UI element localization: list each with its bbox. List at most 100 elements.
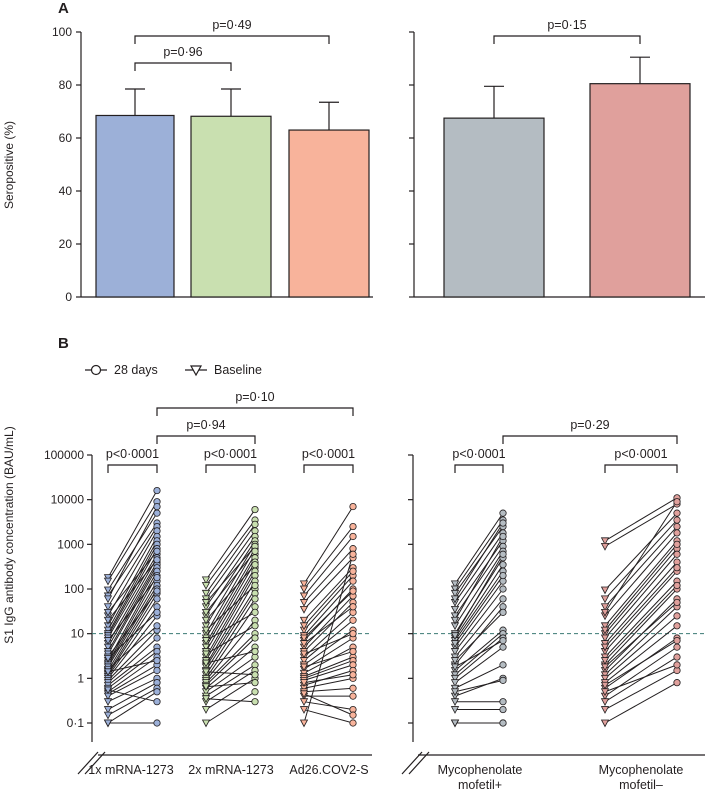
pair-line — [205, 553, 256, 639]
day28-point — [251, 634, 259, 642]
baseline-point — [450, 595, 460, 604]
bar — [190, 115, 272, 298]
panel-b-y-tick-label: 0·1 — [67, 716, 85, 730]
baseline-point — [600, 643, 610, 652]
x-category-label: 1x mRNA-1273 — [88, 763, 173, 777]
bar — [95, 114, 175, 298]
pair-line — [107, 611, 158, 659]
baseline-point — [299, 599, 309, 607]
pair-line — [303, 677, 354, 689]
pair-line — [454, 588, 504, 652]
day28-point — [153, 666, 161, 675]
p-value-label: p=0·10 — [235, 390, 274, 404]
pair-line — [454, 540, 504, 610]
pair-line — [205, 519, 256, 586]
pair-line — [454, 526, 504, 594]
pair-line — [303, 650, 354, 668]
baseline-point — [299, 706, 309, 714]
p-value-label: p<0·0001 — [204, 447, 257, 461]
pair-line — [604, 670, 678, 710]
pair-line — [107, 544, 158, 634]
pair-line — [107, 506, 158, 600]
pair-line — [303, 656, 354, 677]
day28-point — [251, 679, 259, 687]
pair-line — [107, 689, 158, 703]
pair-line — [107, 577, 158, 641]
day28-point — [499, 719, 507, 727]
baseline-point — [299, 592, 309, 601]
pair-line — [107, 567, 158, 655]
day28-point — [251, 671, 259, 679]
p-value-label: p=0·96 — [163, 45, 202, 59]
pair-line — [604, 588, 678, 666]
day28-point — [153, 608, 161, 616]
day28-point — [673, 529, 681, 537]
baseline-point — [299, 679, 309, 688]
day28-point — [349, 587, 357, 595]
day28-point — [499, 519, 507, 527]
baseline-point — [450, 657, 460, 665]
baseline-point — [450, 585, 460, 594]
baseline-point — [201, 616, 211, 625]
legend-label-baseline: Baseline — [214, 363, 262, 377]
x-category-label: mofetil– — [619, 778, 663, 792]
baseline-point — [201, 589, 211, 598]
day28-point — [499, 636, 507, 645]
baseline-point — [201, 683, 211, 692]
pair-line — [604, 656, 678, 703]
pair-line — [604, 646, 678, 697]
panel-a-y-tick-label: 100 — [52, 25, 72, 39]
paired-group — [450, 509, 507, 728]
day28-point — [499, 550, 507, 558]
baseline-point — [450, 640, 460, 648]
day28-point — [349, 719, 357, 727]
paired-group — [201, 505, 259, 728]
day28-point — [349, 522, 357, 531]
p-value-label: p<0·0001 — [106, 447, 159, 461]
pair-line — [604, 615, 678, 679]
pair-line — [205, 580, 256, 666]
pair-line — [303, 633, 354, 655]
significance-bracket — [493, 35, 641, 44]
pair-line — [107, 490, 158, 578]
baseline-point — [450, 605, 460, 614]
pair-line — [205, 509, 256, 581]
pair-line — [303, 664, 354, 681]
pair-line — [303, 660, 354, 679]
significance-bracket — [156, 407, 354, 416]
pair-line — [205, 633, 256, 684]
day28-point — [673, 598, 681, 607]
day28-point — [349, 671, 357, 679]
significance-bracket — [604, 464, 678, 473]
baseline-point — [299, 640, 309, 648]
pair-line — [303, 674, 354, 684]
baseline-point — [299, 663, 309, 672]
bar — [443, 117, 545, 298]
day28-point — [153, 719, 161, 727]
baseline-point — [600, 706, 610, 714]
baseline-point — [299, 585, 309, 594]
baseline-point — [450, 616, 460, 625]
baseline-point — [299, 719, 309, 728]
pair-line — [205, 536, 256, 608]
pair-line — [303, 693, 354, 716]
panel-a-y-tick-label: 80 — [59, 78, 73, 92]
x-category-label: mofetil+ — [458, 778, 502, 792]
pair-line — [303, 570, 354, 627]
pair-line — [454, 546, 504, 617]
pair-line — [205, 570, 256, 658]
pair-line — [303, 548, 354, 603]
baseline-point — [103, 608, 113, 617]
baseline-point — [299, 650, 309, 659]
pair-line — [454, 664, 504, 689]
day28-point — [153, 688, 161, 696]
pair-line — [205, 546, 256, 603]
baseline-point — [450, 688, 460, 697]
pair-line — [107, 651, 158, 689]
day28-point — [349, 647, 357, 656]
panel-a-y-tick-label: 40 — [59, 184, 73, 198]
day28-point — [499, 571, 507, 580]
day28-point — [673, 516, 681, 524]
pair-line — [107, 593, 158, 674]
day28-point — [499, 561, 507, 569]
